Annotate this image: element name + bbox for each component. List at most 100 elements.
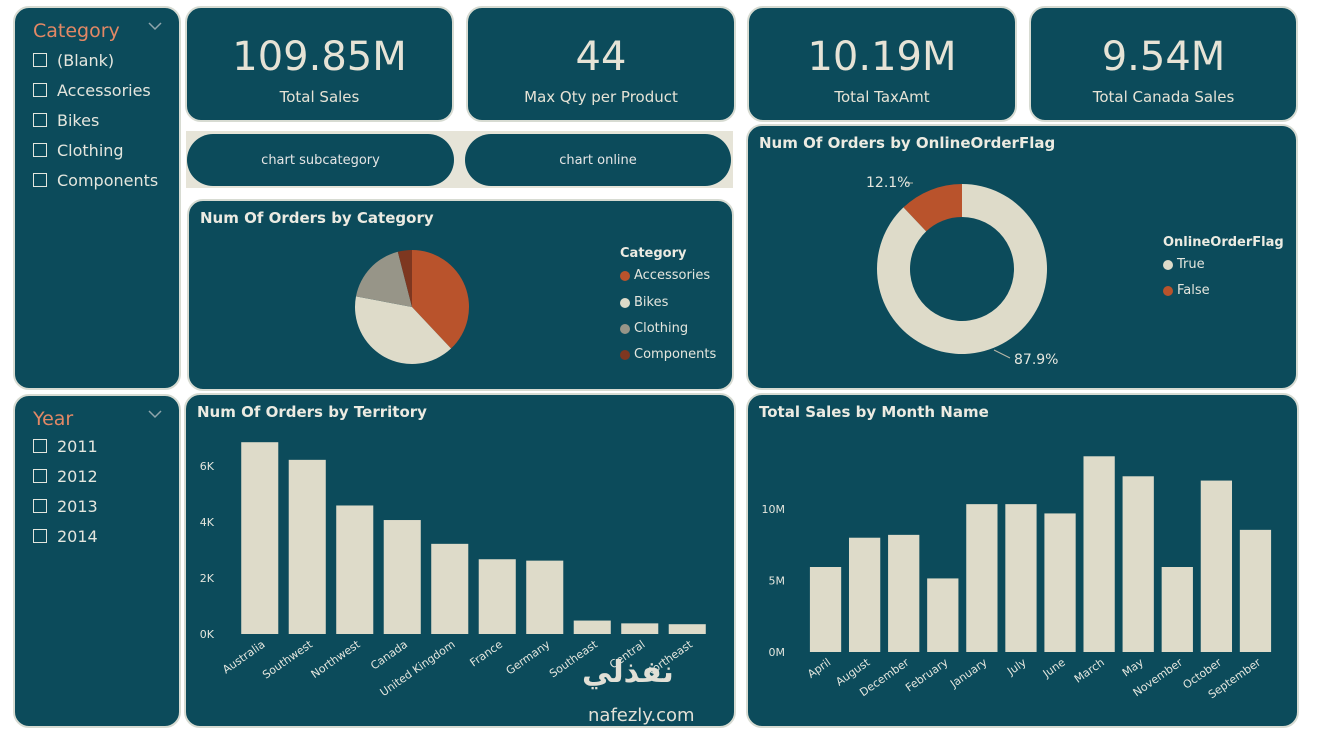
checkbox[interactable] — [33, 113, 47, 127]
chevron-down-icon[interactable] — [147, 406, 163, 422]
legend-item-true[interactable]: True — [1163, 257, 1205, 272]
watermark-logo: نفذلي — [582, 655, 674, 690]
pie-slice-components[interactable] — [397, 250, 412, 307]
checkbox[interactable] — [33, 499, 47, 513]
bar-northeast[interactable] — [668, 624, 706, 634]
legend-item-clothing[interactable]: Clothing — [620, 321, 688, 336]
pie-slice-accessories[interactable] — [412, 250, 469, 349]
bar-germany[interactable] — [526, 560, 564, 634]
watermark-url: nafezly.com — [588, 705, 695, 726]
category-option-components[interactable]: Components — [33, 168, 158, 192]
category-pie-chart: Num Of Orders by Category Category Acces… — [187, 199, 734, 391]
category-option-accessories[interactable]: Accessories — [33, 78, 151, 102]
bar-september[interactable] — [1239, 529, 1272, 652]
category-option-label: (Blank) — [57, 50, 115, 70]
checkbox[interactable] — [33, 439, 47, 453]
online-donut-chart: Num Of Orders by OnlineOrderFlag 12.1% 87… — [746, 124, 1298, 390]
donut-slice-false[interactable] — [903, 184, 962, 232]
bar-november[interactable] — [1161, 567, 1193, 652]
category-option-label: Bikes — [57, 110, 100, 130]
category-option-blank[interactable]: (Blank) — [33, 48, 114, 72]
x-tick-label: February — [903, 656, 951, 695]
legend-item-components[interactable]: Components — [620, 347, 716, 362]
leader-line — [993, 349, 1011, 359]
year-option-label: 2014 — [57, 526, 98, 546]
checkbox[interactable] — [33, 83, 47, 97]
bar-france[interactable] — [478, 559, 516, 634]
bar-central[interactable] — [621, 623, 659, 634]
y-tick-label: 6K — [200, 460, 215, 473]
checkbox[interactable] — [33, 53, 47, 67]
category-option-bikes[interactable]: Bikes — [33, 108, 99, 132]
kpi-total-taxamt: 10.19M Total TaxAmt — [747, 6, 1017, 122]
year-option-2014[interactable]: 2014 — [33, 524, 98, 548]
x-tick-label: Germany — [504, 638, 553, 678]
data-label-false: 12.1% — [866, 175, 910, 191]
kpi-label: Max Qty per Product — [524, 88, 678, 106]
pie-slice-bikes[interactable] — [355, 296, 452, 364]
category-slicer: Category (Blank) Accessories Bikes Cloth… — [13, 6, 181, 390]
x-tick-label: March — [1072, 656, 1107, 686]
legend-dot — [620, 349, 630, 360]
y-tick-label: 0K — [200, 628, 215, 641]
legend-label: False — [1177, 283, 1210, 298]
chart-subcategory-button[interactable]: chart subcategory — [187, 134, 454, 186]
bar-canada[interactable] — [383, 520, 421, 634]
year-option-label: 2012 — [57, 466, 98, 486]
checkbox[interactable] — [33, 143, 47, 157]
chevron-down-icon[interactable] — [147, 18, 163, 34]
kpi-label: Total TaxAmt — [834, 88, 930, 106]
bar-may[interactable] — [1122, 476, 1154, 652]
x-tick-label: June — [1040, 656, 1068, 681]
year-option-2013[interactable]: 2013 — [33, 494, 98, 518]
bar-june[interactable] — [1044, 513, 1076, 652]
bar-southeast[interactable] — [573, 620, 611, 634]
year-option-2012[interactable]: 2012 — [33, 464, 98, 488]
category-option-label: Clothing — [57, 140, 124, 160]
category-option-clothing[interactable]: Clothing — [33, 138, 124, 162]
chart-online-button[interactable]: chart online — [465, 134, 731, 186]
donut-chart-svg: 12.1% 87.9% — [866, 175, 1058, 368]
checkbox[interactable] — [33, 173, 47, 187]
bar-northwest[interactable] — [336, 505, 374, 634]
bar-australia[interactable] — [241, 442, 279, 634]
bar-march[interactable] — [1083, 456, 1115, 652]
year-option-2011[interactable]: 2011 — [33, 434, 98, 458]
bar-january[interactable] — [966, 504, 998, 652]
bar-december[interactable] — [888, 534, 920, 652]
x-tick-label: Southwest — [260, 637, 315, 681]
bar-august[interactable] — [848, 537, 881, 652]
legend-dot — [1163, 285, 1173, 296]
month-bar-chart: Total Sales by Month Name 0M 5M 10M April Au… — [746, 393, 1299, 728]
legend-label: Bikes — [634, 295, 669, 310]
donut-slice-true[interactable] — [877, 184, 1047, 354]
bar-february[interactable] — [927, 578, 959, 652]
category-option-label: Accessories — [57, 80, 151, 100]
legend-title: OnlineOrderFlag — [1163, 235, 1284, 250]
x-tick-label: Canada — [368, 638, 410, 673]
kpi-total-sales: 109.85M Total Sales — [185, 6, 454, 122]
legend-item-false[interactable]: False — [1163, 283, 1210, 298]
legend-item-accessories[interactable]: Accessories — [620, 268, 710, 283]
pie-chart-svg — [355, 250, 469, 364]
category-slicer-title: Category — [33, 20, 120, 42]
kpi-value: 9.54M — [1101, 34, 1226, 80]
legend-label: True — [1177, 257, 1205, 272]
y-tick-label: 4K — [200, 516, 215, 529]
x-tick-label: April — [805, 656, 833, 681]
bar-southwest[interactable] — [288, 459, 326, 634]
legend-item-bikes[interactable]: Bikes — [620, 295, 668, 310]
data-label-true: 87.9% — [1014, 352, 1058, 368]
legend-dot — [620, 323, 630, 334]
bar-april[interactable] — [809, 567, 842, 652]
legend-dot — [1163, 259, 1173, 270]
bar-october[interactable] — [1200, 480, 1233, 652]
kpi-label: Total Canada Sales — [1092, 88, 1235, 106]
checkbox[interactable] — [33, 469, 47, 483]
pie-slice-clothing[interactable] — [356, 251, 412, 307]
bar-july[interactable] — [1005, 504, 1037, 652]
bar-united-kingdom[interactable] — [431, 543, 469, 634]
territory-bar-chart: Num Of Orders by Territory 0K 2K 4K 6K Austr… — [184, 393, 736, 728]
checkbox[interactable] — [33, 529, 47, 543]
